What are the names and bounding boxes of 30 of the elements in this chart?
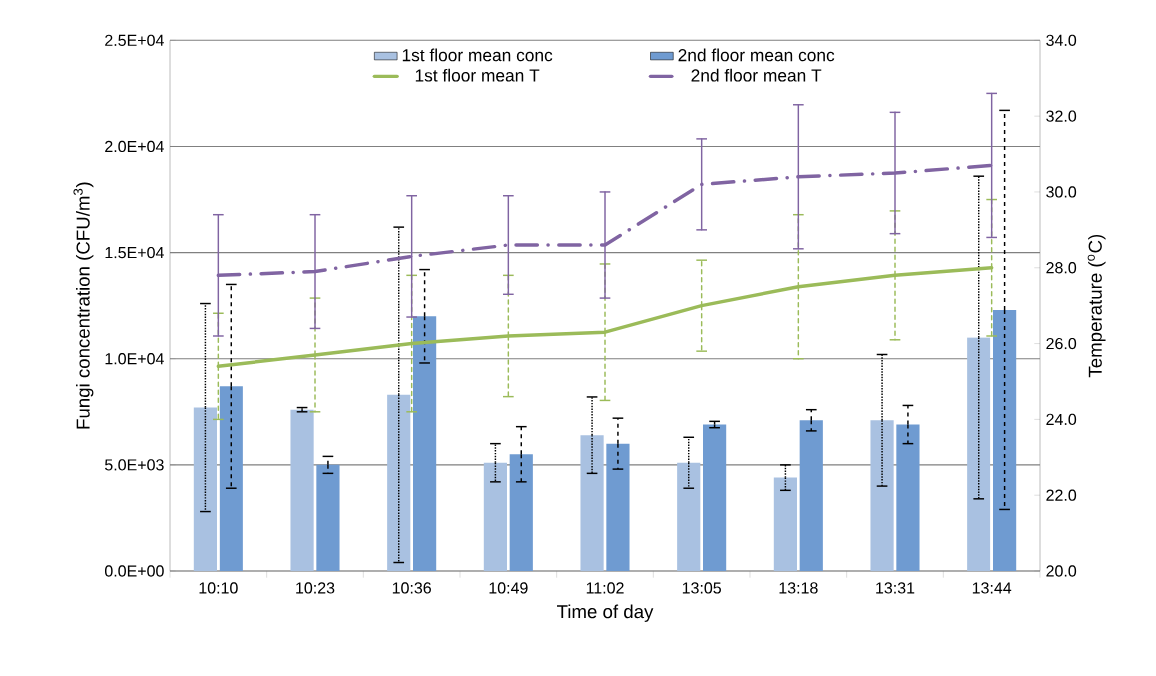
x-axis-title: Time of day	[557, 604, 654, 622]
y-tick-label: 0.0E+00	[104, 565, 164, 577]
x-tick-label: 10:23	[296, 582, 335, 594]
x-tick-label: 13:31	[876, 582, 915, 594]
y2-tick-label: 34.0	[1046, 34, 1077, 46]
y-tick-label: 5.0E+03	[105, 459, 164, 471]
legend-label: 1st floor mean T	[415, 68, 540, 82]
x-tick-label: 11:02	[586, 582, 624, 594]
y2-tick-label: 32.0	[1046, 110, 1077, 122]
legend-label: 1st floor mean conc	[402, 48, 553, 62]
y-tick-label: 2.0E+04	[105, 140, 164, 153]
x-tick-label: 13:05	[682, 582, 721, 594]
x-tick-label: 13:18	[779, 582, 818, 594]
y2-tick-label: 30.0	[1046, 186, 1077, 198]
y2-tick-label: 22.0	[1046, 489, 1077, 501]
y2-tick-label: 26.0	[1046, 337, 1077, 350]
x-tick-label: 13:44	[972, 582, 1012, 594]
x-tick-label: 10:10	[199, 582, 238, 594]
x-tick-label: 10:36	[392, 582, 431, 594]
y2-axis-title: Temperature ($^{o}$C)	[1087, 234, 1106, 378]
y-tick-label: 1.0E+04	[105, 353, 164, 365]
legend-label: 2nd floor mean conc	[678, 48, 835, 62]
y2-tick-label: 28.0	[1046, 262, 1077, 274]
y2-tick-label: 20.0	[1046, 565, 1077, 577]
x-tick-label: 10:49	[489, 582, 528, 594]
y2-tick-label: 24.0	[1046, 413, 1077, 426]
y-tick-label: 1.5E+04	[105, 246, 164, 259]
y-tick-label: 2.5E+04	[105, 34, 164, 46]
y-axis-title: Fungi concentration (CFU/m$^{3}$)	[73, 182, 94, 429]
legend-label: 2nd floor mean T	[691, 68, 822, 82]
